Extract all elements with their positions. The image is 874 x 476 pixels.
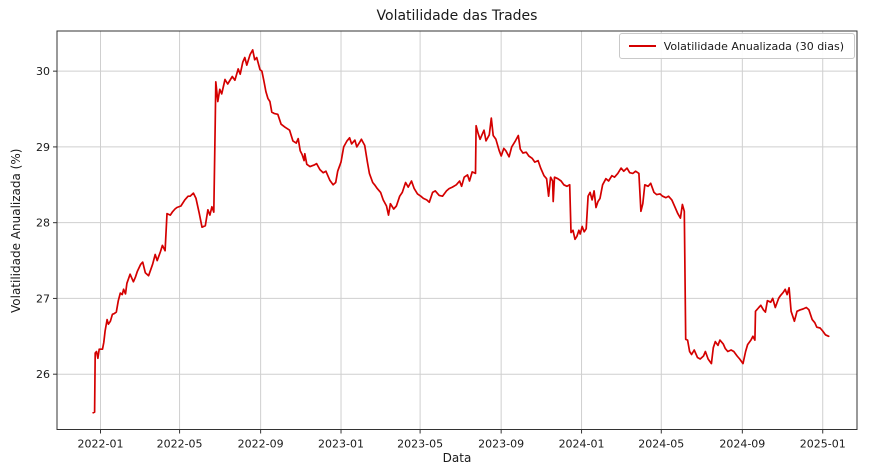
y-tick-label: 27	[36, 292, 50, 305]
y-axis-label: Volatilidade Anualizada (%)	[9, 148, 23, 313]
chart-title: Volatilidade das Trades	[376, 8, 538, 24]
legend: Volatilidade Anualizada (30 dias)	[618, 33, 855, 59]
x-tick-label: 2023-01	[318, 438, 364, 451]
x-tick-label: 2025-01	[800, 438, 846, 451]
y-tick-label: 30	[36, 65, 50, 78]
x-tick-label: 2023-05	[397, 438, 443, 451]
x-tick-label: 2022-05	[157, 438, 203, 451]
volatility-line	[92, 49, 830, 414]
axes-spines	[56, 30, 858, 430]
x-axis-label: Data	[442, 451, 472, 465]
x-tick-label: 2024-01	[559, 438, 605, 451]
legend-entry-label: Volatilidade Anualizada (30 dias)	[663, 39, 844, 53]
y-tick-label: 28	[36, 217, 50, 230]
x-tick-label: 2022-01	[78, 438, 124, 451]
x-tick-label: 2022-09	[238, 438, 284, 451]
x-tick-label: 2024-05	[638, 438, 684, 451]
y-tick-label: 26	[36, 368, 50, 381]
y-tick-label: 29	[36, 141, 50, 154]
x-tick-label: 2023-09	[478, 438, 524, 451]
legend-line-sample	[628, 45, 656, 47]
x-tick-label: 2024-09	[719, 438, 765, 451]
